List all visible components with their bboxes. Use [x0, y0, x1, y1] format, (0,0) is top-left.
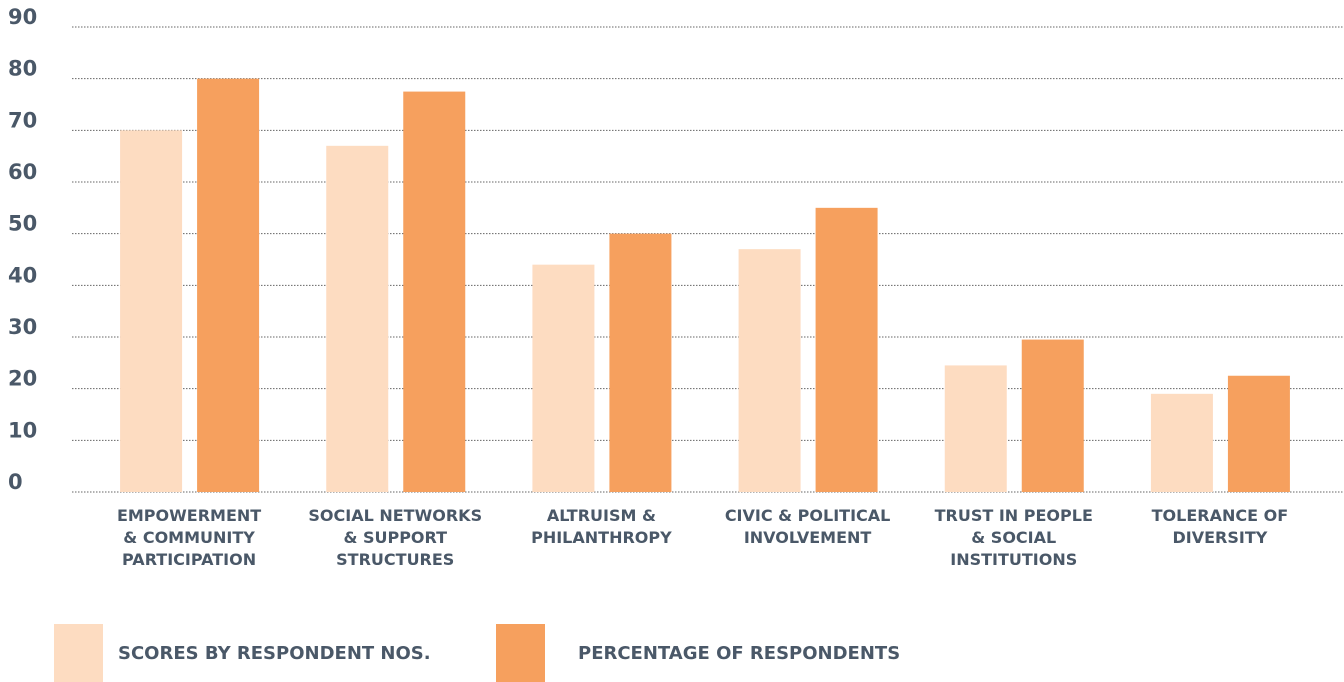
- x-tick-label: CIVIC & POLITICAL INVOLVEMENT: [724, 506, 891, 547]
- x-tick-label: EMPOWERMENT & COMMUNITY PARTICIPATION: [116, 506, 262, 569]
- y-tick-label: 0: [8, 470, 23, 494]
- bar: [532, 264, 595, 492]
- legend-label: PERCENTAGE OF RESPONDENTS: [578, 643, 900, 664]
- legend-swatch: [54, 624, 103, 682]
- y-tick-label: 10: [8, 418, 37, 442]
- x-tick-label: TRUST IN PEOPLE & SOCIAL INSTITUTIONS: [934, 506, 1093, 569]
- bar: [738, 249, 801, 492]
- y-tick-label: 80: [8, 57, 37, 81]
- y-tick-label: 60: [8, 160, 37, 184]
- y-tick-label: 50: [8, 212, 37, 236]
- bar: [944, 365, 1007, 492]
- x-tick-label: ALTRUISM & PHILANTHROPY: [531, 506, 672, 547]
- bar: [1150, 393, 1213, 492]
- bar: [326, 145, 389, 493]
- y-tick-label: 20: [8, 367, 37, 391]
- bar: [120, 130, 183, 493]
- bar: [1021, 339, 1084, 492]
- legend-label: SCORES BY RESPONDENT NOS.: [118, 643, 431, 664]
- y-tick-label: 30: [8, 315, 37, 339]
- bar: [197, 78, 260, 493]
- x-tick-label: TOLERANCE OF DIVERSITY: [1151, 506, 1289, 547]
- x-tick-label: SOCIAL NETWORKS & SUPPORT STRUCTURES: [308, 506, 483, 569]
- y-tick-label: 40: [8, 263, 37, 287]
- legend-swatch: [496, 624, 545, 682]
- y-tick-label: 90: [8, 5, 37, 29]
- y-tick-label: 70: [8, 108, 37, 132]
- bar: [815, 207, 878, 493]
- bar: [609, 233, 672, 492]
- bar: [403, 91, 466, 492]
- bar: [1227, 375, 1290, 492]
